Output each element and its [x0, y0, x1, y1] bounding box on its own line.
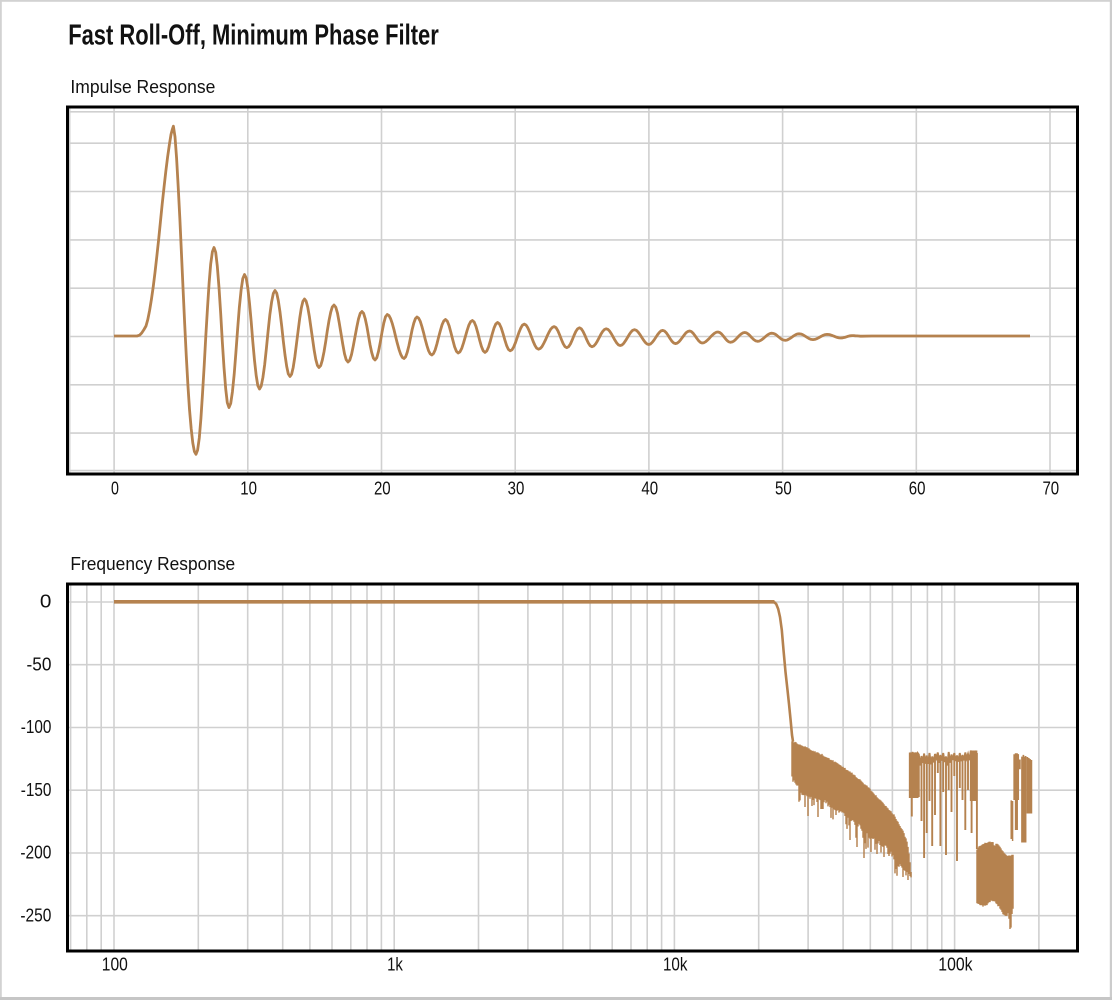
svg-text:10: 10	[240, 478, 257, 498]
svg-text:100k: 100k	[938, 955, 973, 975]
svg-text:70: 70	[1042, 478, 1059, 498]
svg-text:Fast Roll-Off, Minimum Phase F: Fast Roll-Off, Minimum Phase Filter	[68, 19, 439, 51]
svg-text:-100: -100	[21, 717, 52, 737]
svg-text:0: 0	[40, 592, 52, 612]
svg-text:60: 60	[909, 478, 926, 498]
svg-text:0: 0	[111, 478, 119, 498]
svg-text:50: 50	[775, 478, 792, 498]
svg-text:-250: -250	[20, 905, 51, 925]
svg-text:30: 30	[508, 478, 525, 498]
svg-text:20: 20	[374, 478, 391, 498]
svg-text:40: 40	[641, 478, 658, 498]
svg-text:100: 100	[102, 955, 128, 975]
svg-text:1k: 1k	[387, 955, 404, 975]
svg-text:Frequency Response: Frequency Response	[70, 554, 235, 574]
svg-text:10k: 10k	[663, 955, 688, 975]
svg-text:Impulse Response: Impulse Response	[70, 77, 215, 97]
svg-text:-200: -200	[20, 843, 51, 863]
svg-text:-150: -150	[21, 780, 52, 800]
svg-text:-50: -50	[27, 654, 52, 674]
